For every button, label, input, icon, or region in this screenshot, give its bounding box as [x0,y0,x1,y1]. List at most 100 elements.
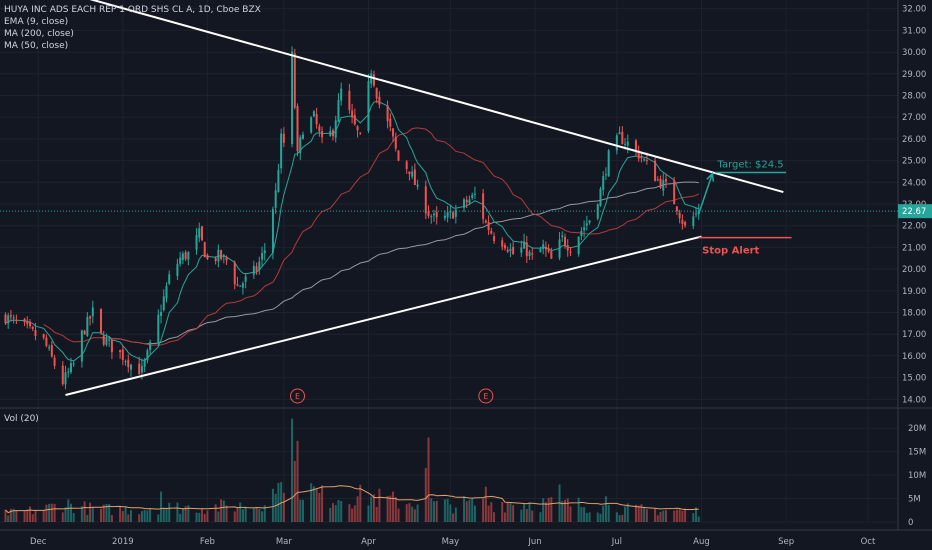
candle-body[interactable] [315,113,318,125]
candle-body[interactable] [684,221,687,226]
candle-body[interactable] [291,51,294,145]
candle-body[interactable] [160,312,163,316]
candle-body[interactable] [599,188,602,206]
candle-body[interactable] [645,160,648,162]
candle-body[interactable] [452,212,455,219]
candle-body[interactable] [252,265,255,275]
candle-body[interactable] [405,161,408,170]
candle-body[interactable] [67,371,70,373]
candle-body[interactable] [48,347,51,349]
candle-body[interactable] [69,363,72,373]
candle-body[interactable] [561,235,564,238]
legend-volume[interactable]: Vol (20) [4,414,39,424]
candle-body[interactable] [26,321,29,325]
candle-body[interactable] [664,179,667,182]
candle-body[interactable] [539,249,542,253]
candle-body[interactable] [258,261,261,270]
candle-body[interactable] [337,100,340,122]
upper-trendline[interactable] [46,0,784,194]
candle-body[interactable] [416,184,419,187]
candle-body[interactable] [353,115,356,125]
candle-body[interactable] [222,254,225,257]
candle-body[interactable] [509,248,512,252]
candle-body[interactable] [542,244,545,249]
candle-body[interactable] [604,174,607,176]
candle-body[interactable] [397,150,400,161]
candle-body[interactable] [588,220,591,223]
candle-body[interactable] [375,88,378,99]
candle-body[interactable] [138,363,141,375]
candle-body[interactable] [386,105,389,122]
candle-body[interactable] [525,242,528,257]
candle-body[interactable] [348,90,351,110]
candle-body[interactable] [176,263,179,277]
candle-body[interactable] [217,249,220,262]
earnings-marker[interactable] [478,388,494,404]
candle-body[interactable] [331,130,334,137]
candle-body[interactable] [427,211,430,216]
candle-body[interactable] [179,257,182,264]
candle-body[interactable] [299,137,302,154]
candle-body[interactable] [64,372,67,385]
candle-body[interactable] [654,160,657,182]
candle-body[interactable] [12,317,15,319]
candle-body[interactable] [200,226,203,241]
candle-body[interactable] [198,228,201,238]
candle-body[interactable] [83,330,86,335]
candle-body[interactable] [165,286,168,299]
candle-body[interactable] [656,179,659,181]
candle-body[interactable] [503,244,506,249]
candle-body[interactable] [520,247,523,253]
candle-body[interactable] [695,213,698,215]
candle-body[interactable] [566,245,569,251]
candle-body[interactable] [214,258,217,262]
candle-body[interactable] [351,110,354,118]
candle-body[interactable] [528,251,531,256]
candle-body[interactable] [255,266,258,272]
candle-body[interactable] [454,209,457,217]
candle-body[interactable] [558,239,561,258]
candle-body[interactable] [411,171,414,177]
candle-body[interactable] [203,242,206,258]
candle-body[interactable] [23,318,26,323]
candle-body[interactable] [127,359,130,368]
candle-body[interactable] [615,135,618,151]
candle-body[interactable] [673,180,676,205]
candle-body[interactable] [195,235,198,250]
candle-body[interactable] [121,349,124,360]
candle-body[interactable] [119,349,122,352]
candle-body[interactable] [4,314,7,324]
candle-body[interactable] [413,169,416,186]
candle-body[interactable] [61,365,64,385]
candle-body[interactable] [547,248,550,252]
candle-body[interactable] [550,251,553,259]
candle-body[interactable] [168,274,171,284]
candle-body[interactable] [80,330,83,362]
candle-body[interactable] [432,213,435,216]
candle-body[interactable] [31,326,34,329]
candle-body[interactable] [124,361,127,363]
candle-body[interactable] [564,236,567,246]
candle-body[interactable] [318,126,321,132]
candle-body[interactable] [675,206,678,212]
candle-body[interactable] [110,339,113,353]
candle-body[interactable] [99,308,102,333]
candle-body[interactable] [301,134,304,140]
candle-body[interactable] [282,133,285,143]
target-arrow[interactable] [698,173,714,215]
candle-body[interactable] [618,132,621,135]
candle-body[interactable] [583,227,586,231]
candle-body[interactable] [544,246,547,250]
candle-body[interactable] [471,194,474,198]
candle-body[interactable] [274,190,277,208]
candle-body[interactable] [312,111,315,117]
candle-body[interactable] [643,159,646,161]
candle-body[interactable] [580,230,583,237]
legend-ma200[interactable]: MA (200, close) [4,29,74,39]
candle-body[interactable] [389,118,392,127]
candle-body[interactable] [241,283,244,288]
candle-body[interactable] [244,276,247,282]
candle-body[interactable] [146,350,149,361]
candle-body[interactable] [236,284,239,286]
